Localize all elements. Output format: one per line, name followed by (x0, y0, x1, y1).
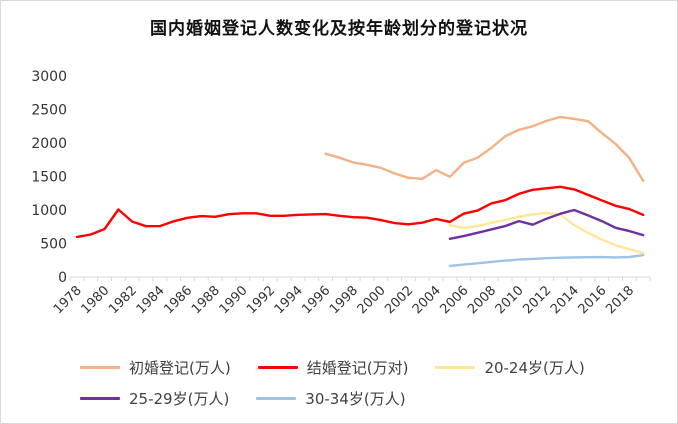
x-axis-label: 2000 (355, 283, 389, 317)
legend-line-swatch-marriage-registrations (257, 366, 298, 369)
legend-item-marriage-registrations: 结婚登记(万对) (257, 357, 409, 378)
line-age-20-24 (448, 211, 645, 255)
x-axis-label: 2010 (493, 283, 527, 317)
x-axis-label: 2004 (410, 283, 444, 317)
x-axis-label: 2008 (465, 283, 499, 317)
line-first-marriage (324, 115, 645, 183)
x-axis-label: 2002 (382, 283, 416, 317)
legend-label: 30-34岁(万人) (305, 390, 406, 408)
legend-label: 结婚登记(万对) (306, 359, 409, 377)
x-axis-label: 2014 (548, 283, 582, 317)
x-axis-label: 1998 (327, 283, 361, 317)
y-axis-label: 1000 (31, 203, 67, 219)
legend-label: 20-24岁(万人) (484, 359, 585, 377)
x-axis-label: 1980 (78, 283, 112, 317)
x-axis-label: 1992 (244, 283, 278, 317)
legend-line-swatch-first-marriage (80, 366, 120, 369)
legend-item-age-30-34: 30-34岁(万人) (256, 388, 406, 409)
y-axis-label: 500 (40, 237, 67, 253)
legend-label: 25-29岁(万人) (129, 390, 230, 408)
legend-row: 初婚登记(万人) 结婚登记(万对) 20-24岁(万人) (1, 352, 677, 383)
x-axis-label: 1982 (106, 283, 140, 317)
legend-label: 初婚登记(万人) (129, 359, 231, 377)
x-axis-label: 1986 (161, 283, 195, 317)
legend-item-age-20-24: 20-24岁(万人) (435, 357, 585, 378)
x-axis-label: 2006 (438, 283, 472, 317)
x-axis-label: 2012 (520, 283, 554, 317)
x-axis-label: 1990 (217, 283, 251, 317)
x-axis-label: 2016 (576, 283, 610, 317)
x-axis-label: 1978 (51, 283, 85, 317)
x-axis-label: 1984 (134, 283, 168, 317)
y-axis-label: 3000 (31, 69, 67, 85)
x-axis-label: 1994 (272, 283, 306, 317)
legend-row: 25-29岁(万人) 30-34岁(万人) (1, 383, 677, 414)
line-marriage-registrations (75, 185, 645, 239)
y-axis-label: 2500 (31, 103, 67, 119)
y-axis-label: 0 (58, 270, 67, 286)
y-axis-label: 1500 (31, 170, 67, 186)
legend-item-first-marriage: 初婚登记(万人) (80, 357, 231, 378)
line-age-30-34 (448, 253, 645, 268)
x-axis-label: 1988 (189, 283, 223, 317)
legend-line-swatch-age-20-24 (435, 366, 476, 369)
x-axis-label: 1996 (299, 283, 333, 317)
legend-line-swatch-age-25-29 (80, 397, 120, 400)
legend-item-age-25-29: 25-29岁(万人) (80, 388, 229, 409)
x-axis-label: 2018 (603, 283, 637, 317)
y-axis-label: 2000 (31, 136, 67, 152)
legend: 初婚登记(万人) 结婚登记(万对) 20-24岁(万人) 25-29岁(万人) 30-3… (1, 352, 677, 414)
legend-line-swatch-age-30-34 (256, 397, 297, 400)
chart-title: 国内婚姻登记人数变化及按年龄划分的登记状况 (150, 19, 528, 39)
line-age-25-29 (448, 208, 645, 241)
